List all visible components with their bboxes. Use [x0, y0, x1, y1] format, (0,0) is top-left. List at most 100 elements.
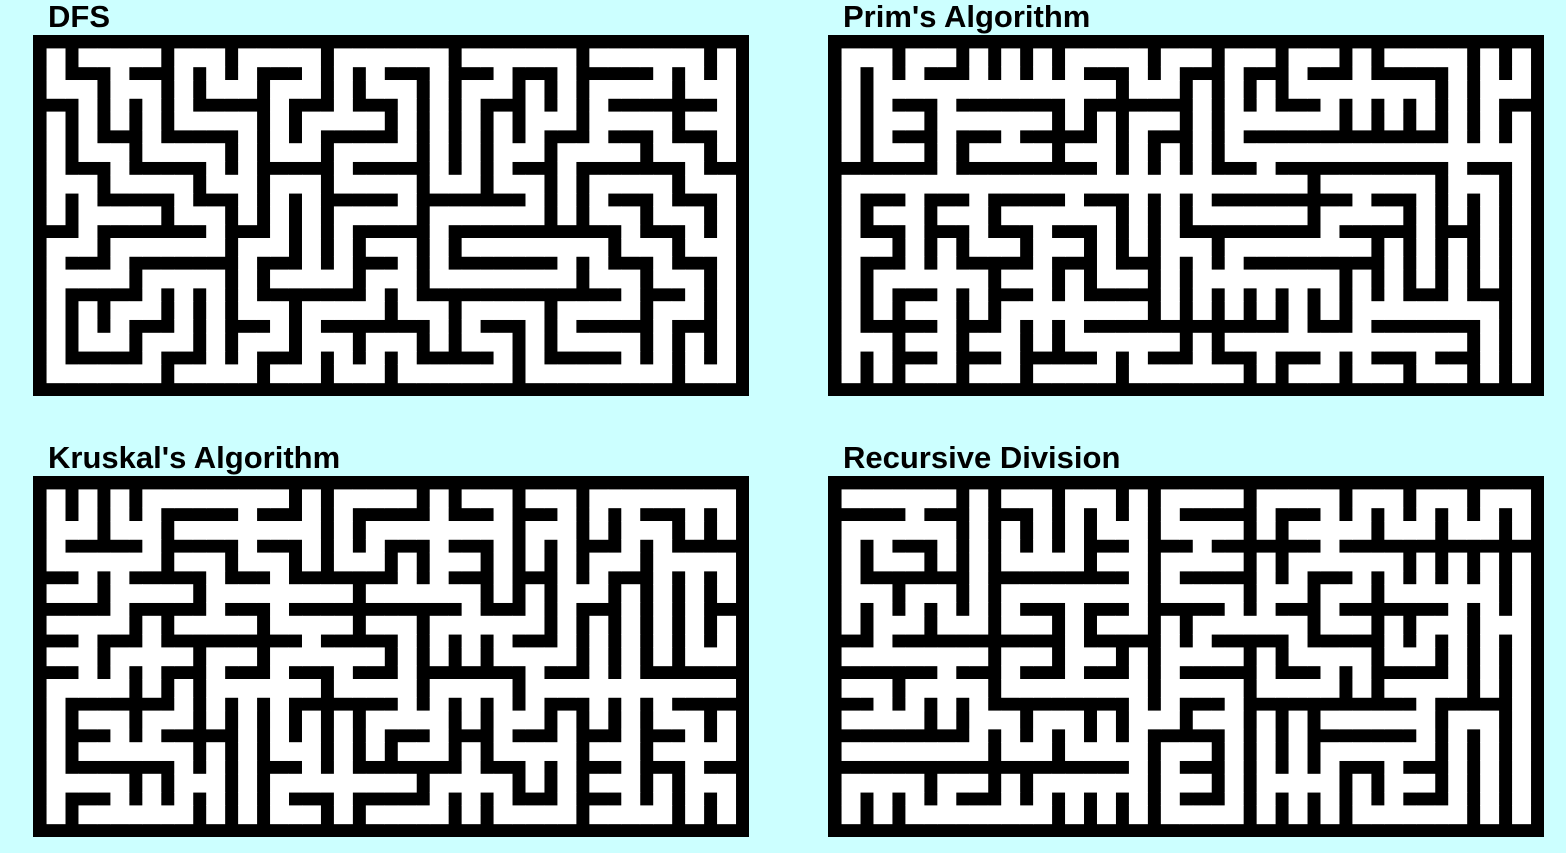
maze-passage — [653, 174, 673, 194]
maze-passage — [621, 174, 641, 194]
maze-passage — [352, 552, 367, 572]
maze-passage — [621, 287, 641, 302]
maze-passage — [685, 48, 705, 68]
maze-passage — [429, 319, 449, 334]
maze-passage — [397, 80, 417, 99]
maze-passage — [110, 319, 130, 334]
maze-passage — [174, 111, 194, 131]
maze-passage — [1384, 489, 1404, 509]
maze-passage — [160, 647, 175, 667]
maze-passage — [1275, 111, 1290, 131]
maze-passage — [1065, 332, 1085, 352]
maze-passage — [1001, 332, 1021, 352]
maze-passage — [493, 206, 513, 226]
maze-passage — [1288, 552, 1308, 572]
maze-passage — [1065, 710, 1085, 730]
maze-passage — [1320, 760, 1340, 775]
maze-passage — [685, 584, 705, 603]
maze-passage — [1019, 679, 1034, 698]
maze-passage — [1001, 647, 1021, 667]
maze-passage — [1416, 773, 1436, 793]
maze-passage — [160, 742, 175, 761]
maze-passage — [1224, 98, 1244, 113]
maze-passage — [301, 364, 321, 384]
maze-passage — [1275, 773, 1290, 793]
maze-passage — [905, 507, 925, 522]
maze-passage — [1512, 48, 1532, 68]
maze-passage — [557, 521, 577, 540]
maze-passage — [1051, 773, 1066, 793]
maze-passage — [1256, 489, 1276, 509]
maze-passage — [653, 539, 673, 554]
maze-passage — [511, 238, 527, 257]
maze-passage — [110, 742, 130, 761]
maze-passage — [557, 507, 577, 522]
maze-passage — [1096, 224, 1116, 239]
maze-passage — [873, 66, 893, 81]
maze-passage — [301, 760, 321, 775]
maze-passage — [46, 143, 66, 162]
maze-passage — [128, 647, 143, 667]
maze-passage — [685, 238, 705, 257]
maze-passage — [873, 350, 893, 365]
maze-passage — [78, 507, 98, 522]
maze-passage — [969, 710, 989, 730]
maze-passage — [1384, 679, 1404, 698]
maze-passage — [969, 287, 989, 302]
maze-passage — [1256, 80, 1276, 99]
maze-passage — [1384, 552, 1404, 572]
maze-passage — [1416, 507, 1436, 522]
maze-passage — [1128, 760, 1148, 775]
maze-passage — [365, 615, 385, 635]
maze-passage — [621, 760, 641, 775]
maze-passage — [1033, 584, 1053, 603]
maze-passage — [1288, 364, 1308, 384]
maze-passage — [1115, 174, 1130, 194]
maze-passage — [923, 679, 938, 698]
maze-passage — [142, 350, 162, 365]
maze-passage — [46, 489, 66, 509]
maze-passage — [1352, 143, 1372, 162]
maze-passage — [1192, 238, 1212, 257]
maze-passage — [461, 129, 481, 144]
maze-passage — [110, 332, 130, 352]
maze-passage — [1083, 742, 1098, 761]
maze-passage — [589, 143, 609, 162]
maze-passage — [461, 602, 481, 617]
maze-passage — [142, 633, 162, 648]
maze-passage — [1352, 350, 1372, 365]
maze-passage — [1033, 507, 1053, 522]
maze-passage — [873, 287, 893, 302]
maze-passage — [1192, 742, 1212, 761]
maze-passage — [1480, 602, 1500, 617]
maze-passage — [206, 66, 226, 81]
maze-passage — [1288, 319, 1308, 334]
maze-passage — [333, 805, 353, 825]
maze-passage — [589, 570, 609, 585]
maze-passage — [1160, 710, 1180, 730]
maze-passage — [653, 805, 673, 825]
maze-passage — [1320, 710, 1340, 730]
maze-passage — [841, 319, 861, 334]
maze-passage — [1402, 647, 1417, 667]
maze-passage — [525, 48, 545, 68]
maze-passage — [525, 760, 545, 775]
maze-passage — [1466, 143, 1481, 162]
maze-passage — [397, 301, 417, 320]
maze-passage — [1256, 665, 1276, 680]
maze-passage — [174, 773, 194, 793]
maze-passage — [1352, 489, 1372, 509]
maze-passage — [873, 521, 893, 540]
maze-passage — [621, 489, 641, 509]
maze-passage — [589, 633, 609, 648]
maze-passage — [1320, 647, 1340, 667]
maze-passage — [1466, 710, 1481, 730]
maze-passage — [905, 805, 925, 825]
maze-passage — [891, 174, 906, 194]
maze-passage — [1033, 728, 1053, 743]
maze-passage — [685, 710, 705, 730]
maze-passage — [1001, 143, 1021, 162]
maze-passage — [717, 615, 737, 635]
maze-passage — [1306, 489, 1322, 509]
maze-passage — [238, 161, 258, 176]
